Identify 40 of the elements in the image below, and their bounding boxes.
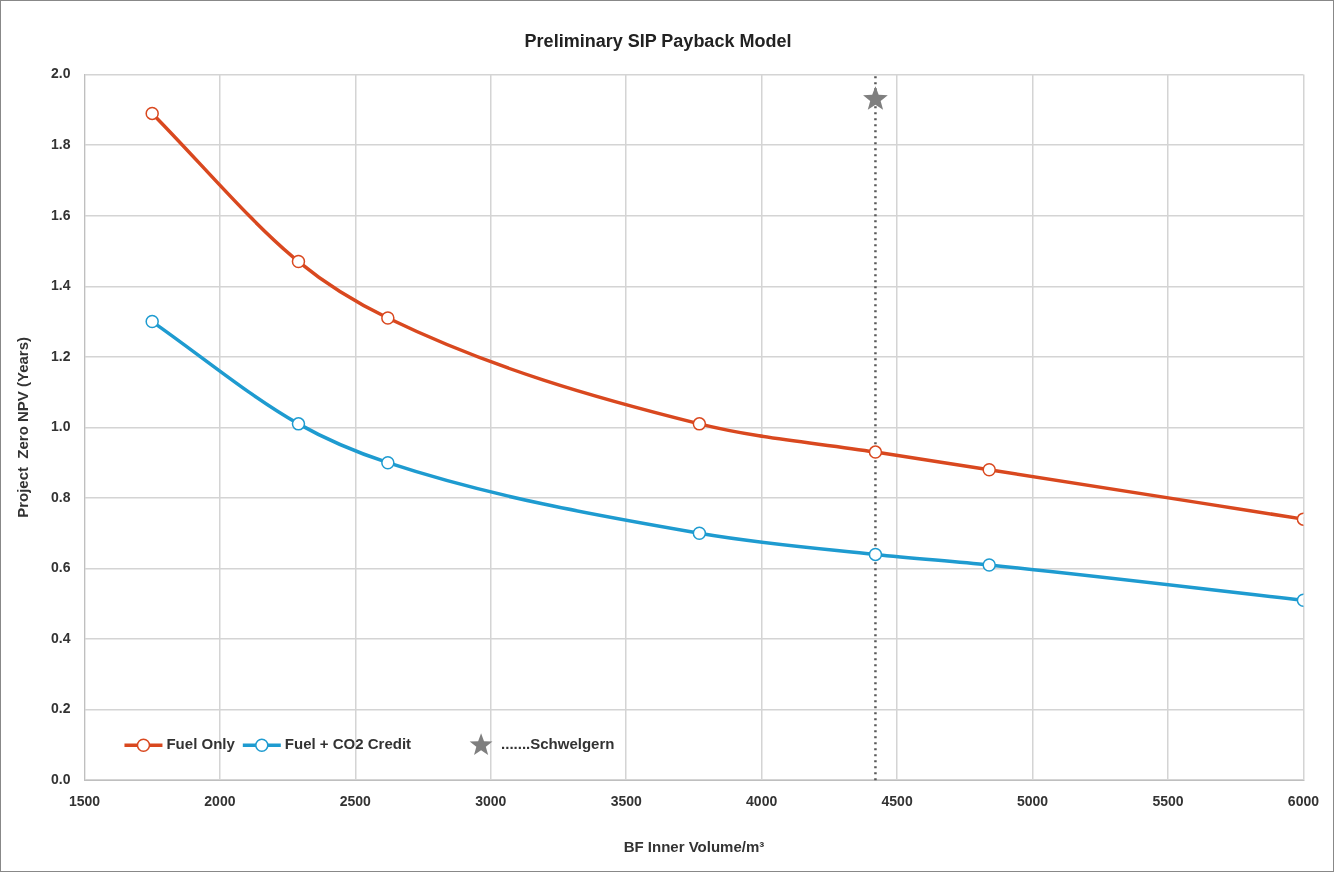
point bbox=[863, 86, 888, 110]
legend-label: Fuel Only bbox=[166, 735, 236, 753]
point bbox=[868, 445, 883, 459]
y-tick-label: 2.0 bbox=[50, 65, 71, 82]
y-tick-label: 0.0 bbox=[50, 771, 71, 788]
legend-label: Fuel + CO2 Credit bbox=[284, 735, 412, 753]
x-tick-label: 1500 bbox=[68, 793, 101, 810]
x-tick-label: 5000 bbox=[1016, 793, 1049, 810]
x-tick-label: 3000 bbox=[475, 793, 507, 810]
point bbox=[145, 106, 159, 121]
y-tick-label: 0.8 bbox=[50, 488, 71, 505]
point bbox=[692, 526, 707, 540]
x-tick-label: 3500 bbox=[610, 793, 642, 810]
y-tick-label: 1.2 bbox=[50, 347, 71, 364]
point bbox=[291, 417, 306, 431]
point bbox=[291, 254, 306, 269]
legend-label: .......Schwelgern bbox=[501, 735, 615, 753]
x-tick-label: 6000 bbox=[1287, 793, 1320, 810]
y-axis-title: Project Zero NPV (Years) bbox=[14, 336, 32, 518]
y-tick-label: 1.6 bbox=[50, 206, 71, 223]
y-tick-label: 0.4 bbox=[50, 629, 71, 646]
point bbox=[692, 417, 707, 431]
chart-title: Preliminary SIP Payback Model bbox=[524, 30, 792, 51]
y-tick-label: 1.4 bbox=[50, 277, 71, 294]
x-tick-label: 2000 bbox=[204, 793, 236, 810]
x-axis-title: BF Inner Volume/m³ bbox=[623, 838, 765, 856]
point bbox=[982, 462, 996, 477]
point bbox=[982, 558, 996, 572]
x-tick-label: 2500 bbox=[339, 793, 372, 810]
point bbox=[381, 455, 395, 470]
y-tick-label: 0.2 bbox=[50, 700, 71, 717]
point bbox=[381, 311, 395, 325]
y-tick-label: 1.8 bbox=[50, 136, 71, 153]
x-tick-label: 4500 bbox=[881, 793, 913, 810]
point bbox=[145, 314, 159, 329]
x-tick-label: 4000 bbox=[746, 793, 778, 810]
point bbox=[868, 547, 883, 562]
y-tick-label: 0.6 bbox=[50, 559, 71, 576]
x-tick-label: 5500 bbox=[1152, 793, 1184, 810]
y-tick-label: 1.0 bbox=[50, 418, 71, 435]
